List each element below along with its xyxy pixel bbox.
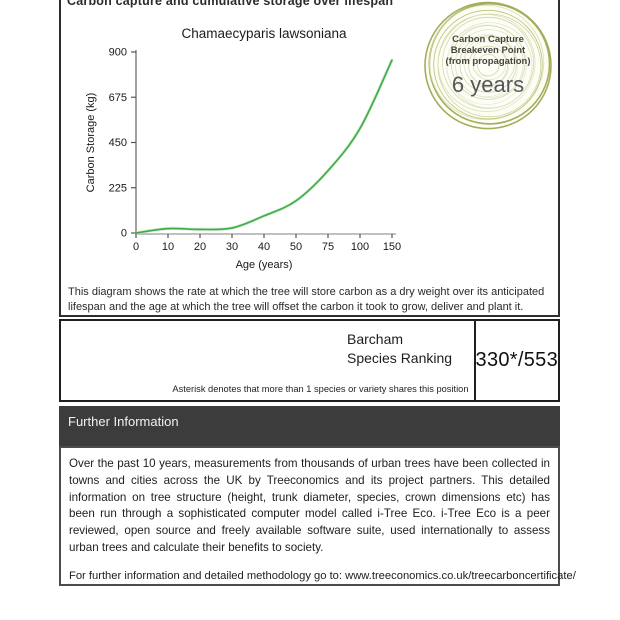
badge-line-2: Breakeven Point bbox=[450, 45, 526, 56]
ranking-label-line1: Barcham bbox=[347, 331, 404, 347]
y-tick-label: 900 bbox=[109, 47, 127, 59]
further-information-paragraph: Over the past 10 years, measurements fro… bbox=[69, 457, 550, 554]
badge-line-3: (from propagation) bbox=[445, 56, 531, 67]
ranking-label-cell: Barcham Species Ranking Asterisk denotes… bbox=[61, 321, 474, 400]
section-title: Carbon capture and cumulative storage ov… bbox=[67, 0, 394, 8]
methodology-link-line: For further information and detailed met… bbox=[69, 569, 576, 582]
y-tick-label: 225 bbox=[109, 182, 127, 194]
breakeven-badge-text: Carbon Capture Breakeven Point (from pro… bbox=[421, 0, 555, 132]
diagram-description: This diagram shows the rate at which the… bbox=[68, 286, 545, 313]
x-tick-label: 20 bbox=[194, 241, 206, 253]
carbon-storage-chart: 0 225 450 675 900 0 10 20 30 40 50 75 100 150 Age (yea… bbox=[85, 47, 401, 272]
x-tick-label: 30 bbox=[226, 241, 238, 253]
x-axis-title: Age (years) bbox=[236, 259, 293, 271]
ranking-value-cell: 330*/553 bbox=[473, 321, 558, 400]
x-tick-label: 0 bbox=[133, 241, 139, 253]
breakeven-badge: Carbon Capture Breakeven Point (from pro… bbox=[421, 0, 555, 132]
y-axis-title: Carbon Storage (kg) bbox=[85, 93, 97, 193]
asterisk-note: Asterisk denotes that more than 1 specie… bbox=[172, 384, 469, 394]
species-ranking-box: Barcham Species Ranking Asterisk denotes… bbox=[59, 319, 560, 402]
carbon-storage-curve bbox=[135, 59, 393, 234]
ranking-label: Barcham Species Ranking bbox=[347, 330, 452, 368]
y-tick-label: 675 bbox=[109, 92, 127, 104]
tree-rings-icon bbox=[424, 1, 552, 130]
ranking-label-line2: Species Ranking bbox=[347, 350, 453, 366]
x-tick-label: 40 bbox=[258, 241, 270, 253]
curve-glow bbox=[135, 59, 394, 235]
breakeven-years-value: 6 years bbox=[451, 72, 525, 97]
ranking-value: 330*/553 bbox=[475, 349, 558, 371]
y-tick-label: 450 bbox=[109, 137, 127, 149]
y-tick-label: 0 bbox=[121, 228, 127, 240]
further-information-body: Over the past 10 years, measurements fro… bbox=[59, 446, 576, 586]
badge-line-1: Carbon Capture bbox=[452, 34, 524, 45]
x-tick-label: 50 bbox=[290, 241, 302, 253]
x-tick-label: 100 bbox=[351, 241, 369, 253]
chart-species-title: Chamaecyparis lawsoniana bbox=[181, 26, 347, 41]
x-tick-label: 150 bbox=[383, 241, 401, 253]
further-information-header: Further Information bbox=[59, 406, 560, 446]
x-tick-label: 10 bbox=[162, 241, 174, 253]
x-tick-label: 75 bbox=[322, 241, 334, 253]
